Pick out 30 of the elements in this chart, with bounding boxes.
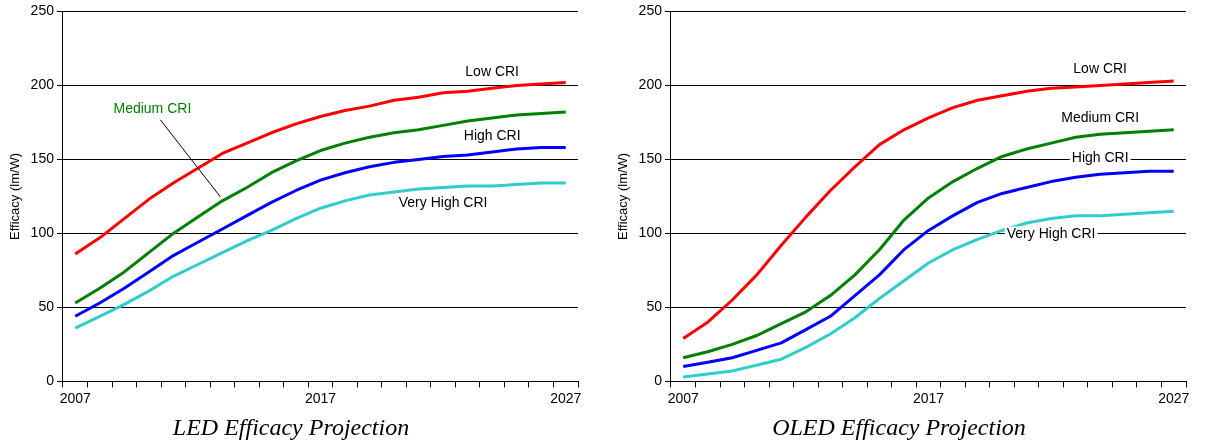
series-label: Very High CRI bbox=[1006, 225, 1096, 242]
y-tick-label: 50 bbox=[646, 298, 663, 315]
x-tick-label: 2027 bbox=[1158, 389, 1190, 406]
x-tick-label: 2017 bbox=[304, 389, 337, 406]
x-tick-label: 2007 bbox=[667, 389, 699, 406]
series-label: High CRI bbox=[1071, 149, 1129, 166]
y-tick-label: 100 bbox=[638, 224, 663, 241]
series-label: High CRI bbox=[463, 126, 521, 143]
y-tick-label: 0 bbox=[46, 372, 55, 389]
y-tick-label: 250 bbox=[638, 2, 663, 19]
series-label: Low CRI bbox=[1073, 60, 1127, 77]
text: Medium CRI bbox=[113, 99, 192, 116]
text: OLED Efficacy Projection bbox=[772, 413, 1026, 440]
y-tick-label: 200 bbox=[30, 76, 55, 93]
series-label: Low CRI bbox=[465, 63, 519, 80]
x-tick-label: 2007 bbox=[59, 389, 91, 406]
series-label: Very High CRI bbox=[398, 194, 488, 211]
text: LED Efficacy Projection bbox=[171, 413, 410, 440]
y-axis-title: Efficacy (lm/W) bbox=[615, 152, 631, 240]
x-tick-label: 2027 bbox=[550, 389, 582, 406]
y-tick-label: 0 bbox=[654, 372, 663, 389]
y-tick-label: 250 bbox=[30, 2, 55, 19]
series-label: Medium CRI bbox=[1061, 109, 1140, 126]
y-tick-label: 200 bbox=[638, 76, 663, 93]
y-tick-label: 150 bbox=[638, 150, 663, 167]
y-tick-label: 150 bbox=[30, 150, 55, 167]
y-tick-label: 50 bbox=[38, 298, 55, 315]
y-axis-title: Efficacy (lm/W) bbox=[7, 152, 23, 240]
x-tick-label: 2017 bbox=[912, 389, 945, 406]
y-tick-label: 100 bbox=[30, 224, 55, 241]
